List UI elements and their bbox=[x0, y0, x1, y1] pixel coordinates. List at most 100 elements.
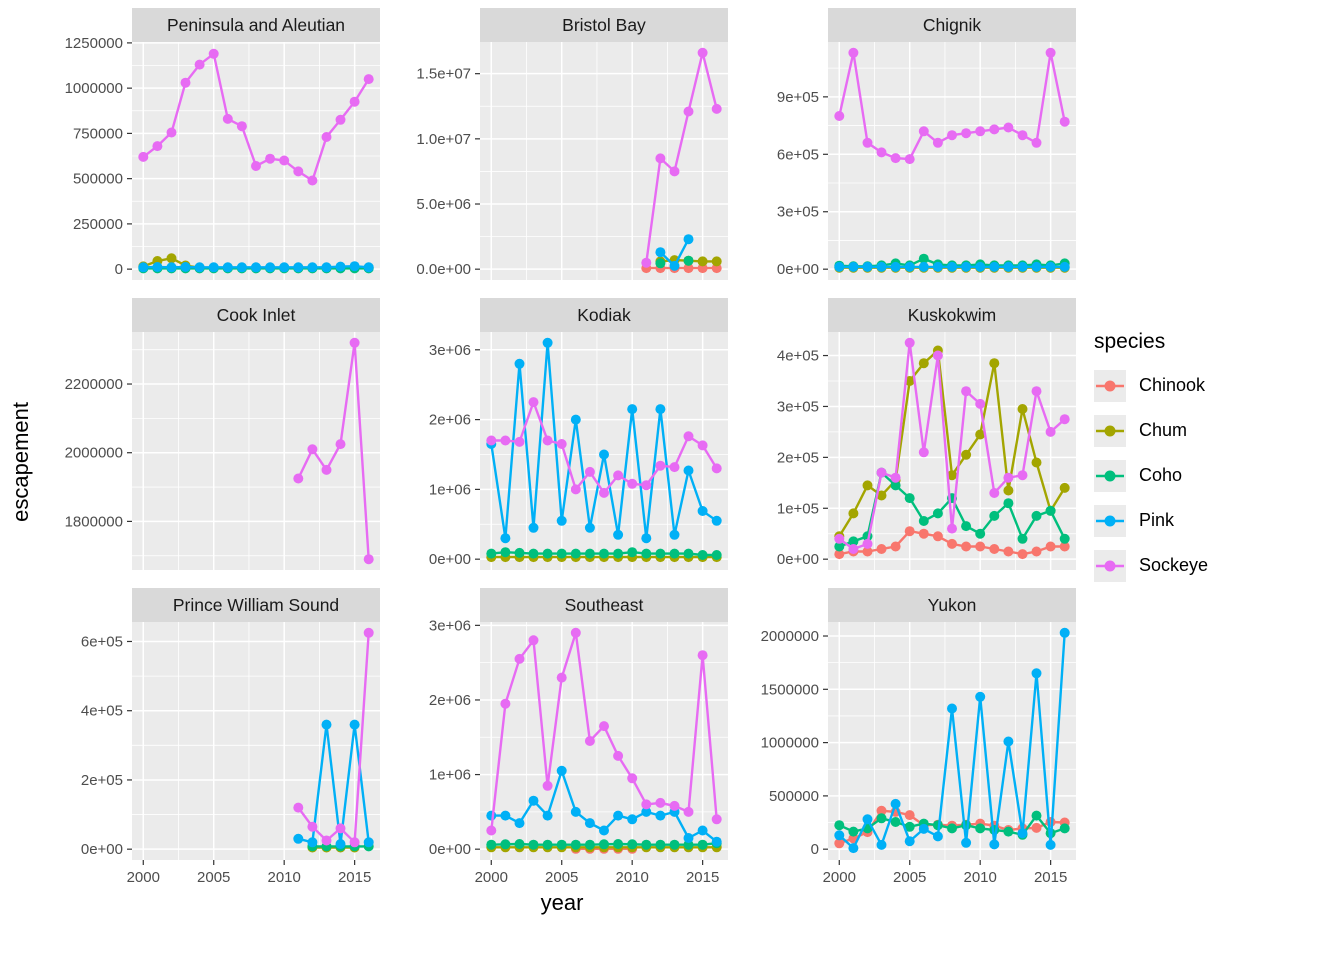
data-point bbox=[683, 431, 694, 442]
facet-strip bbox=[480, 298, 728, 332]
y-tick-label: 5.0e+06 bbox=[416, 196, 471, 213]
data-point bbox=[918, 447, 929, 458]
data-point bbox=[834, 111, 845, 121]
data-point bbox=[834, 830, 845, 841]
data-point bbox=[975, 429, 986, 440]
x-axis: 2000 2005 2010 2015 bbox=[127, 860, 371, 886]
facet-strip bbox=[132, 298, 380, 332]
legend-key-icon bbox=[1094, 549, 1126, 582]
data-point bbox=[669, 260, 680, 271]
facet-chignik: Chignik 0e+00 3e+05 6e+05 9e+05 bbox=[777, 8, 1076, 280]
data-point bbox=[848, 47, 859, 58]
data-point bbox=[904, 154, 915, 165]
data-point bbox=[655, 258, 666, 269]
data-point bbox=[876, 490, 887, 501]
data-point bbox=[293, 833, 304, 844]
legend-label: Pink bbox=[1139, 510, 1175, 530]
data-point bbox=[627, 478, 638, 489]
data-point bbox=[834, 541, 845, 552]
series-group bbox=[138, 48, 374, 274]
data-point bbox=[265, 262, 276, 273]
data-point bbox=[1059, 823, 1070, 834]
series-pink bbox=[138, 261, 374, 273]
series-pink bbox=[293, 719, 374, 849]
data-point bbox=[669, 548, 680, 559]
data-point bbox=[307, 262, 318, 273]
data-point bbox=[711, 550, 722, 560]
facet-grid: Peninsula and Aleutian 0 250000 500000 75000… bbox=[40, 8, 1084, 890]
panel-background bbox=[828, 42, 1076, 280]
y-tick-label: 0e+00 bbox=[81, 841, 123, 858]
y-tick-label: 3e+06 bbox=[429, 342, 471, 359]
y-axis: 0e+00 1e+06 2e+06 3e+06 bbox=[429, 617, 480, 858]
data-point bbox=[862, 137, 873, 148]
data-point bbox=[556, 672, 567, 683]
data-point bbox=[683, 263, 694, 274]
facet-title: Prince William Sound bbox=[173, 595, 339, 615]
data-point bbox=[1059, 116, 1070, 127]
data-point bbox=[975, 691, 986, 702]
data-point bbox=[932, 350, 943, 361]
facet-cook-inlet: Cook Inlet 1800000 2000000 2200000 bbox=[65, 298, 380, 570]
data-point bbox=[1017, 828, 1028, 839]
legend-item-sockeye: Sockeye bbox=[1094, 549, 1208, 582]
facet-title: Peninsula and Aleutian bbox=[167, 15, 345, 35]
data-point bbox=[848, 261, 859, 272]
data-point bbox=[848, 544, 859, 554]
data-point bbox=[349, 837, 360, 848]
data-point bbox=[848, 508, 859, 519]
data-point bbox=[514, 436, 525, 447]
data-point bbox=[180, 262, 191, 272]
data-point bbox=[349, 719, 360, 730]
data-point bbox=[613, 839, 624, 849]
data-point bbox=[208, 262, 219, 273]
data-point bbox=[570, 627, 581, 638]
series-group bbox=[486, 337, 722, 563]
data-point bbox=[293, 802, 304, 813]
data-point bbox=[904, 821, 915, 832]
x-tick-label: 2015 bbox=[338, 869, 371, 886]
y-tick-label: 4e+05 bbox=[81, 703, 123, 720]
data-point bbox=[876, 261, 887, 272]
data-point bbox=[293, 262, 304, 273]
data-point bbox=[862, 261, 873, 272]
data-point bbox=[641, 257, 652, 268]
y-tick-label: 6e+05 bbox=[81, 633, 123, 650]
data-point bbox=[641, 548, 652, 559]
data-point bbox=[500, 839, 511, 850]
y-tick-label: 3e+05 bbox=[777, 204, 819, 221]
data-point bbox=[307, 444, 318, 455]
data-point bbox=[599, 548, 609, 559]
data-point bbox=[975, 261, 986, 272]
legend-key-icon bbox=[1094, 459, 1126, 492]
data-point bbox=[599, 721, 609, 732]
data-point bbox=[683, 548, 694, 559]
facet-title: Chignik bbox=[923, 15, 982, 35]
data-point bbox=[641, 806, 652, 817]
data-point bbox=[236, 121, 247, 132]
data-point bbox=[570, 839, 581, 850]
data-point bbox=[932, 831, 943, 842]
y-tick-label: 1000000 bbox=[65, 80, 123, 97]
data-point bbox=[1045, 505, 1056, 516]
series-line-sockeye bbox=[645, 52, 718, 263]
facet-strip bbox=[828, 588, 1076, 622]
data-point bbox=[1045, 47, 1056, 58]
data-point bbox=[138, 262, 149, 273]
data-point bbox=[570, 414, 581, 425]
x-tick-label: 2000 bbox=[475, 869, 508, 886]
data-point bbox=[697, 825, 708, 836]
data-point bbox=[697, 650, 708, 661]
legend-item-chum: Chum bbox=[1094, 414, 1208, 447]
data-point bbox=[1045, 426, 1056, 437]
y-axis: 0.0e+00 5.0e+06 1.0e+07 1.5e+07 bbox=[416, 66, 480, 278]
data-point bbox=[1045, 541, 1056, 552]
series-pink bbox=[655, 234, 694, 271]
data-point bbox=[293, 166, 304, 177]
data-point bbox=[1017, 470, 1028, 481]
data-point bbox=[961, 449, 972, 460]
data-point bbox=[570, 548, 581, 559]
data-point bbox=[697, 550, 708, 560]
data-point bbox=[514, 818, 525, 829]
data-point bbox=[584, 522, 595, 533]
